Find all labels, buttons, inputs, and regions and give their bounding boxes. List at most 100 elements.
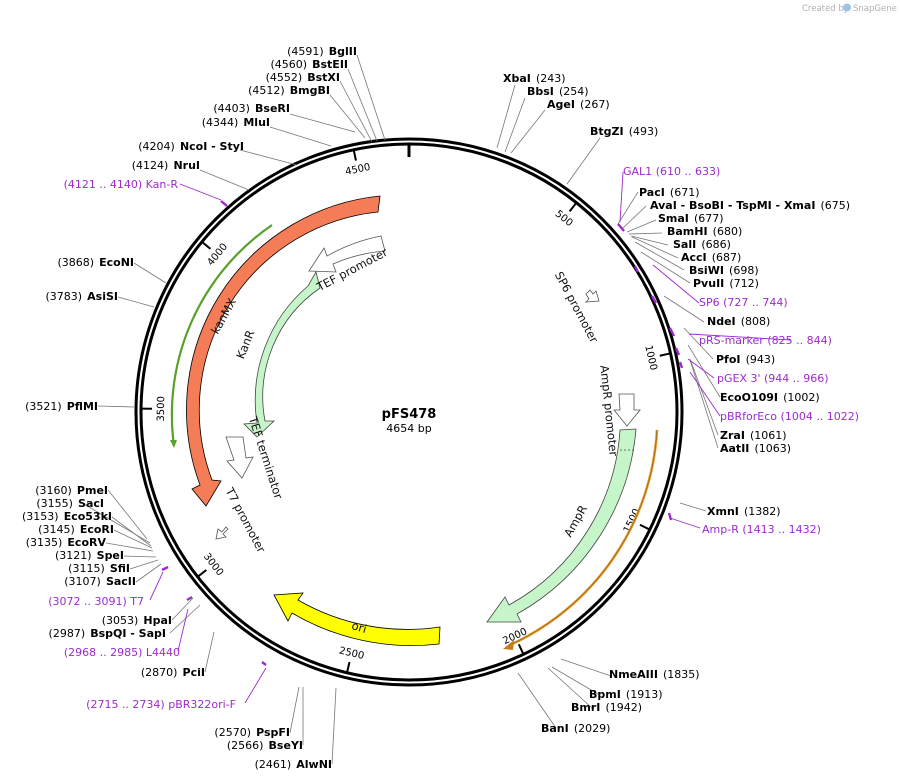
- primer-pbr322ori-f-label[interactable]: (2715 .. 2734) pBR322ori-F: [86, 698, 236, 711]
- backbone: [134, 137, 684, 687]
- site-agei-label[interactable]: AgeI (267): [547, 93, 610, 112]
- feature-ori-arrow[interactable]: [273, 592, 441, 646]
- site-bbsi-label[interactable]: BbsI (254): [527, 80, 589, 99]
- site-nrui-label[interactable]: (4124) NruI: [132, 154, 200, 173]
- site-xbai-label[interactable]: XbaI (243): [503, 67, 566, 86]
- feature-ampr-outline-head: [503, 640, 514, 650]
- feature-kanmx-outline: [170, 224, 273, 447]
- feature-ampr-promoter-arrow[interactable]: [613, 393, 641, 427]
- scale-tick-label: 2500: [338, 645, 365, 662]
- site-bpmi-label[interactable]: BpmI (1913): [589, 683, 663, 702]
- primer-kan-r-label[interactable]: (4121 .. 4140) Kan-R: [64, 178, 179, 191]
- site-pflmi-label[interactable]: (3521) PflMI: [25, 395, 98, 414]
- site-sfii-label[interactable]: (3115) SfiI: [68, 557, 130, 576]
- site-pmei-label[interactable]: (3160) PmeI: [35, 479, 108, 498]
- site-bsiwi-label[interactable]: BsiWI (698): [689, 259, 759, 278]
- scale-tick-label: 500: [553, 209, 575, 230]
- site-bspqi-label[interactable]: (2987) BspQI - SapI: [49, 622, 166, 641]
- scale-tick-label: 4500: [344, 162, 371, 178]
- scale-tick-label: 3500: [156, 396, 167, 422]
- site-sali-label[interactable]: SalI (686): [673, 233, 731, 252]
- primer-pgex-3--label[interactable]: pGEX 3' (944 .. 966): [717, 372, 829, 385]
- backbone-inner-strand: [139, 142, 679, 682]
- site-hpai-label[interactable]: (3053) HpaI: [102, 609, 172, 628]
- feature-kanmx-outline-head: [170, 440, 177, 448]
- site-ecoo109i-label[interactable]: EcoO109I (1002): [720, 386, 820, 405]
- restriction-sites: (4591) BglII(4560) BstEII(4552) BstXI(45…: [22, 40, 850, 772]
- scale-tick-label: 1000: [642, 344, 658, 371]
- site-pcii-label[interactable]: (2870) PciI: [141, 661, 205, 680]
- site-pspfi-label[interactable]: (2570) PspFI: [214, 721, 290, 740]
- site-eco53ki-label[interactable]: (3153) Eco53kI: [22, 505, 112, 524]
- site-bmri-label[interactable]: BmrI (1942): [571, 696, 642, 715]
- scale-tick: [197, 569, 207, 577]
- site-zrai-label[interactable]: ZraI (1061): [720, 424, 787, 443]
- features: [170, 195, 659, 650]
- feature-kanr-label: KanR: [233, 328, 257, 361]
- site-bseyi-label[interactable]: (2566) BseYI: [227, 734, 303, 753]
- site-ncoi-label[interactable]: (4204) NcoI - StyI: [138, 135, 244, 154]
- site-avai-label[interactable]: AvaI - BsoBI - TspMI - XmaI (675): [650, 194, 850, 213]
- primer-amp-r-label[interactable]: Amp-R (1413 .. 1432): [702, 523, 821, 536]
- site-alwni-label[interactable]: (2461) AlwNI: [255, 753, 332, 772]
- scale-tick: [659, 352, 670, 357]
- primer-prs-marker-label[interactable]: pRS-marker (825 .. 844): [699, 334, 832, 347]
- site-mlui-label[interactable]: (4344) MluI: [202, 111, 270, 130]
- site-smai-label[interactable]: SmaI (677): [658, 207, 724, 226]
- site-acci-label[interactable]: AccI (687): [681, 246, 741, 265]
- scale-tick: [568, 202, 577, 212]
- site-paci-label[interactable]: PacI (671): [639, 181, 700, 200]
- scale-tick-label: 3000: [201, 551, 225, 578]
- site-ecori-label[interactable]: (3145) EcoRI: [38, 518, 114, 537]
- feature-tef-promoter-arrow[interactable]: [308, 235, 386, 273]
- site-asisi-label[interactable]: (3783) AsiSI: [45, 285, 118, 304]
- feature-t7-promoter-arrow[interactable]: [215, 526, 229, 540]
- site-bsteii-label[interactable]: (4560) BstEII: [270, 53, 348, 72]
- primer-sites: GAL1 (610 .. 633) SP6 (727 .. 744) pRS-mar…: [48, 165, 859, 711]
- site-saci-label[interactable]: (3155) SacI: [36, 492, 104, 511]
- scale-tick: [639, 523, 650, 531]
- feature-sp6-promoter-label: SP6 promoter: [552, 269, 601, 345]
- scale-tick: [352, 150, 357, 161]
- feature-t7-promoter-label: T7 promoter: [222, 484, 268, 555]
- feature-tef-terminator-arrow[interactable]: [225, 436, 254, 479]
- site-sacii-label[interactable]: (3107) SacII: [64, 570, 136, 589]
- site-aatii-label[interactable]: AatII (1063): [720, 437, 791, 456]
- site-ecorv-label[interactable]: (3135) EcoRV: [26, 531, 107, 550]
- site-bseri-label[interactable]: (4403) BseRI: [213, 97, 290, 116]
- site-spei-label[interactable]: (3121) SpeI: [55, 544, 124, 563]
- feature-kanr-arrow[interactable]: [243, 270, 321, 438]
- site-bmgbi-label[interactable]: (4512) BmgBI: [248, 79, 330, 98]
- feature-ori-label: ori: [350, 618, 368, 636]
- site-bamhi-label[interactable]: BamHI (680): [667, 220, 742, 239]
- site-leader-lines: [83, 54, 721, 765]
- credit-brand: SnapGene: [853, 4, 897, 14]
- site-bani-label[interactable]: BanI (2029): [541, 717, 610, 736]
- site-bglii-label[interactable]: (4591) BglII: [287, 40, 357, 59]
- primer-pbrforeco-label[interactable]: pBRforEco (1004 .. 1022): [720, 410, 859, 423]
- scale-tick: [202, 241, 212, 250]
- site-pfoi-label[interactable]: PfoI (943): [716, 348, 775, 367]
- feature-ampr-arrow[interactable]: [486, 428, 637, 623]
- primer-t7-label[interactable]: (3072 .. 3091) T7: [48, 595, 144, 608]
- credit-text: Created by: [802, 4, 849, 14]
- site-xmni-label[interactable]: XmnI (1382): [707, 500, 781, 519]
- primer-leader-lines: [149, 171, 792, 704]
- primer-gal1-label[interactable]: GAL1 (610 .. 633): [623, 165, 720, 178]
- site-ndei-label[interactable]: NdeI (808): [707, 310, 770, 329]
- plasmid-length: 4654 bp: [386, 422, 431, 435]
- primer-markers: [161, 200, 684, 666]
- site-econi-label[interactable]: (3868) EcoNI: [57, 251, 134, 270]
- site-nmeaiii-label[interactable]: NmeAIII (1835): [609, 663, 700, 682]
- site-btgzi-label[interactable]: BtgZI (493): [590, 120, 658, 139]
- primer-l4440-label[interactable]: (2968 .. 2985) L4440: [64, 646, 180, 659]
- site-bstxi-label[interactable]: (4552) BstXI: [266, 66, 340, 85]
- site-pvuii-label[interactable]: PvuII (712): [693, 272, 759, 291]
- feature-sp6-promoter-arrow[interactable]: [584, 289, 600, 303]
- primer-sp6-label[interactable]: SP6 (727 .. 744): [699, 296, 788, 309]
- feature-ampr-outline-core: [509, 429, 658, 646]
- feature-kanmx-arrow[interactable]: [186, 195, 381, 507]
